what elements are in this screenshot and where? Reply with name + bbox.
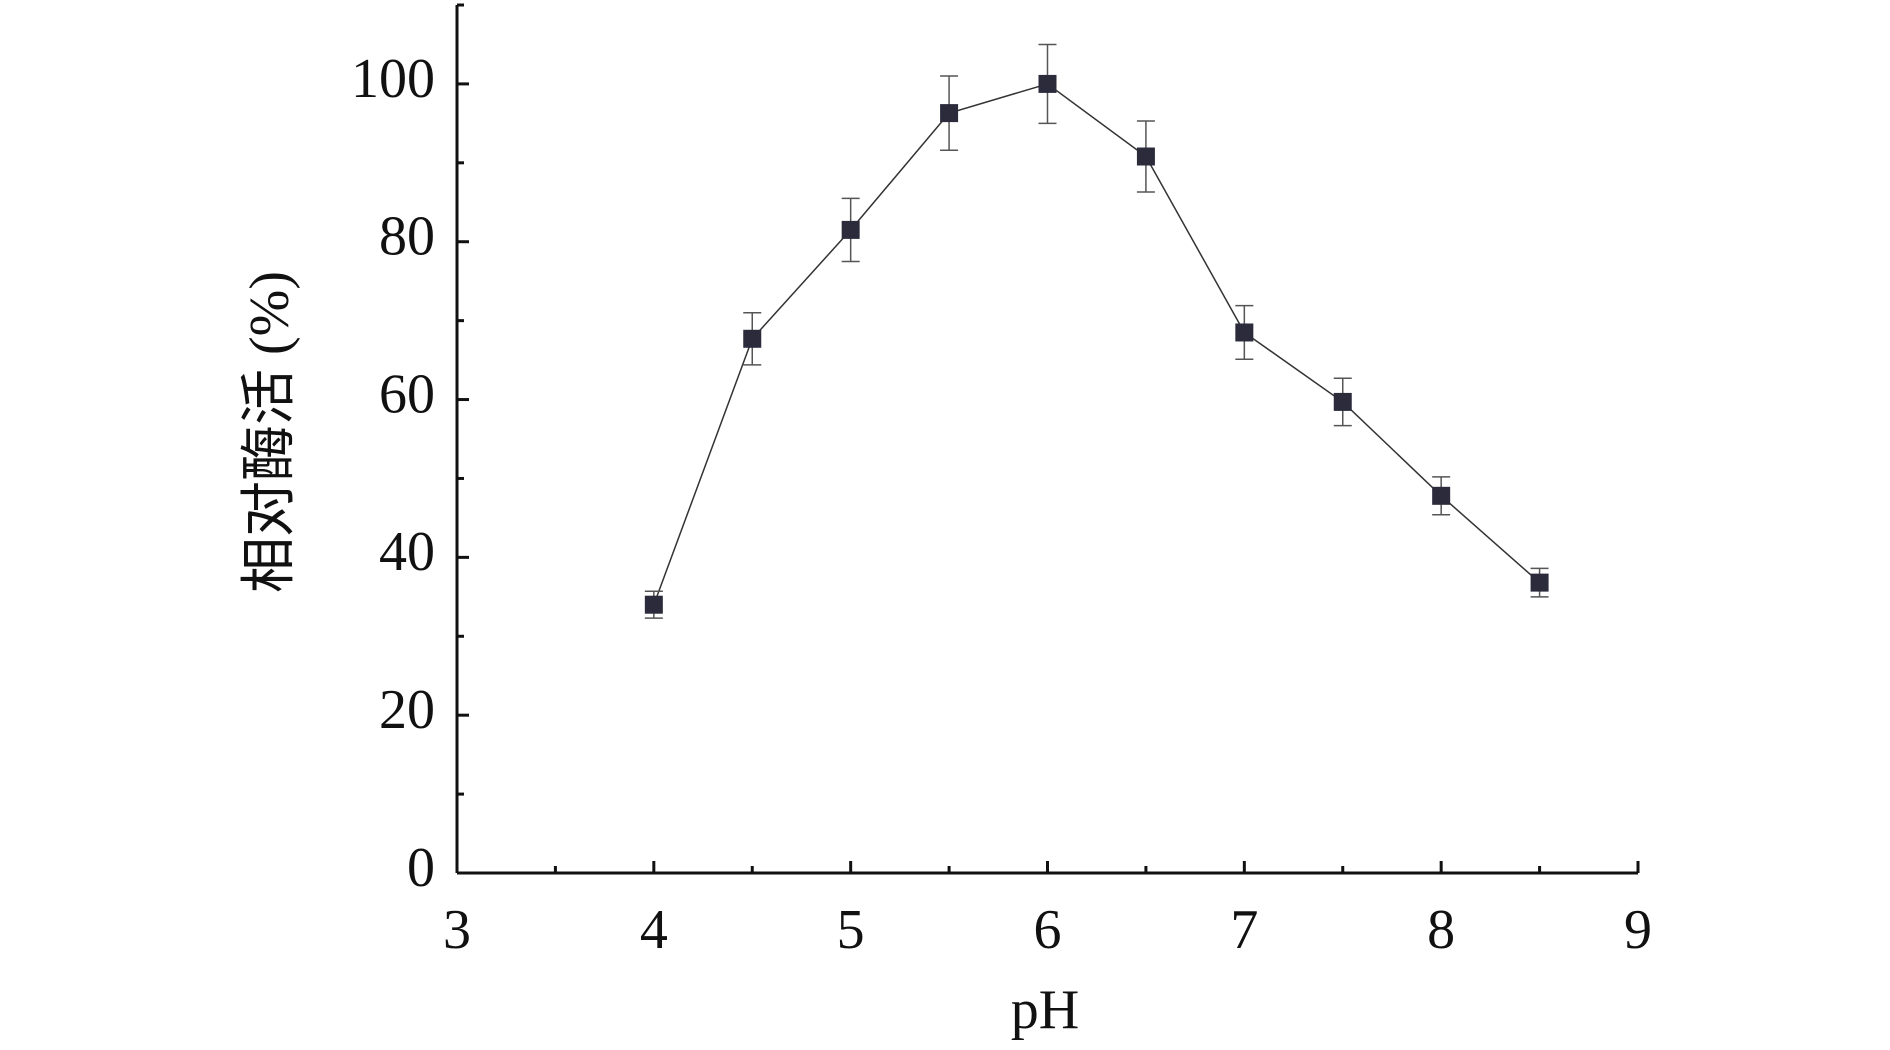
data-point (841, 220, 860, 239)
x-tick-label: 6 (1034, 899, 1062, 961)
data-point (1432, 486, 1451, 505)
data-line (653, 83, 1541, 605)
y-axis-label: 相对酶活 (%) (239, 271, 301, 593)
data-point (743, 329, 762, 348)
x-tick-label: 5 (837, 899, 865, 961)
data-point (1530, 573, 1549, 592)
data-point (1333, 392, 1352, 411)
data-point (1136, 147, 1155, 166)
y-tick-label: 60 (379, 363, 435, 425)
y-tick-label: 100 (351, 48, 435, 110)
x-axis-label: pH (1011, 979, 1079, 1041)
data-point (644, 595, 663, 614)
data-point (1235, 323, 1254, 342)
y-tick-label: 40 (379, 521, 435, 583)
x-tick-label: 3 (443, 899, 471, 961)
y-tick-label: 20 (379, 679, 435, 741)
x-tick-label: 7 (1230, 899, 1258, 961)
x-tick-label: 9 (1624, 899, 1652, 961)
y-tick-label: 0 (407, 837, 435, 899)
x-tick-label: 8 (1427, 899, 1455, 961)
x-tick-label: 4 (640, 899, 668, 961)
data-point (1038, 74, 1057, 93)
y-tick-label: 80 (379, 206, 435, 268)
data-point (940, 104, 959, 123)
